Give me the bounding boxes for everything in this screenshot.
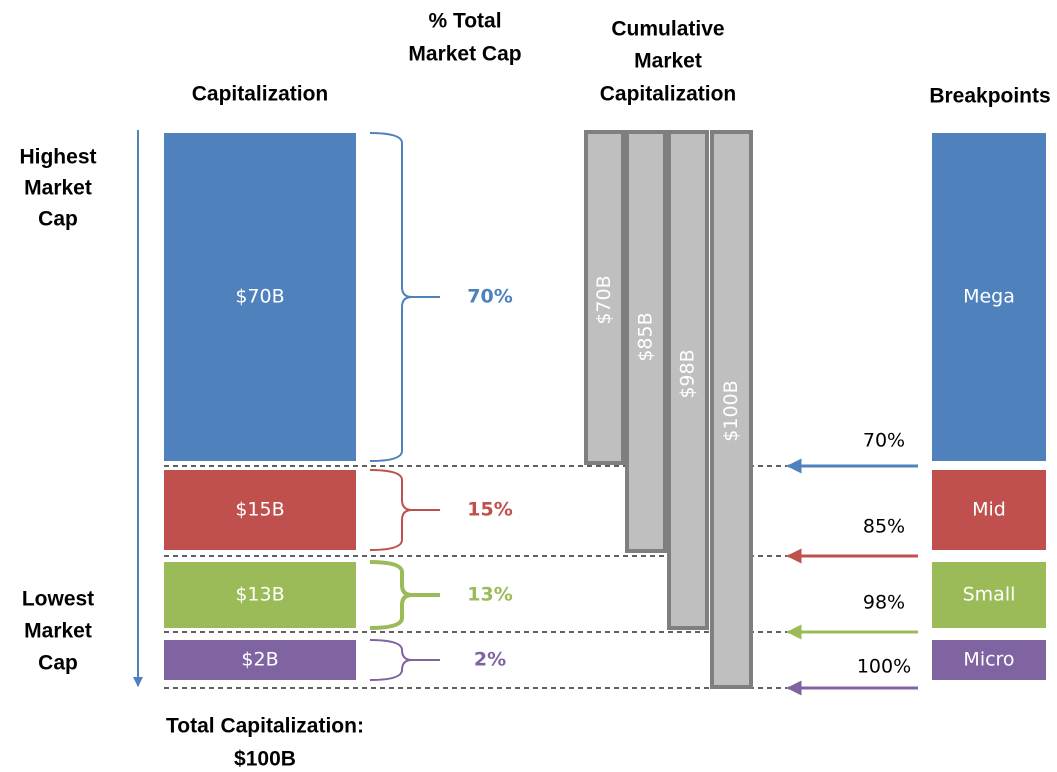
breakpoint-percent: 85% bbox=[863, 516, 905, 538]
header: Cumulative bbox=[611, 18, 724, 41]
side-label: Cap bbox=[38, 208, 78, 231]
cap-label: $13B bbox=[235, 584, 284, 606]
brace bbox=[369, 560, 440, 630]
header: Capitalization bbox=[600, 83, 737, 106]
brace bbox=[369, 469, 440, 551]
breakpoint-label: Mid bbox=[972, 499, 1006, 521]
cap-label: $70B bbox=[235, 286, 284, 308]
side-label: Market bbox=[24, 177, 92, 200]
cumulative-label: $98B bbox=[677, 349, 699, 398]
cumulative-label: $85B bbox=[635, 312, 657, 361]
segments: $70B 70% $70B Mega 70% $15B 15% $85B Mid 85% $13B 1… bbox=[164, 130, 1046, 696]
breakpoint-percent: 98% bbox=[863, 592, 905, 614]
brace bbox=[369, 132, 440, 462]
percent-label: 15% bbox=[467, 499, 512, 521]
breakpoint-percent: 100% bbox=[857, 656, 911, 678]
breakpoint-box bbox=[932, 640, 1046, 680]
side-label: Cap bbox=[38, 652, 78, 675]
header: Capitalization bbox=[192, 83, 329, 106]
breakpoint-percent: 70% bbox=[863, 430, 905, 452]
side-label: Highest bbox=[19, 146, 96, 169]
header: % Total bbox=[428, 10, 501, 33]
breakpoint-box bbox=[932, 470, 1046, 550]
percent-label: 70% bbox=[467, 286, 512, 308]
header: Breakpoints bbox=[929, 85, 1050, 108]
breakpoint-box bbox=[932, 562, 1046, 628]
cumulative-bar bbox=[710, 130, 753, 689]
cap-box bbox=[164, 133, 356, 461]
header: Market Cap bbox=[408, 43, 521, 66]
cap-box bbox=[164, 562, 356, 628]
cumulative-bar bbox=[584, 130, 625, 465]
cap-box bbox=[164, 640, 356, 680]
cumulative-bar bbox=[667, 130, 709, 630]
side-label: Market bbox=[24, 620, 92, 643]
percent-label: 13% bbox=[467, 584, 512, 606]
breakpoint-label: Micro bbox=[963, 649, 1014, 671]
header: Market bbox=[634, 50, 702, 73]
breakpoint-label: Small bbox=[963, 584, 1016, 606]
footer: $100B bbox=[234, 748, 296, 771]
breakpoint-label: Mega bbox=[963, 286, 1015, 308]
cap-box bbox=[164, 470, 356, 550]
cumulative-bar bbox=[625, 130, 667, 553]
footer: Total Capitalization: bbox=[166, 715, 364, 738]
cap-label: $15B bbox=[235, 499, 284, 521]
cumulative-label: $100B bbox=[720, 380, 742, 441]
cumulative-label: $70B bbox=[593, 275, 615, 324]
percent-label: 2% bbox=[474, 649, 506, 671]
side-label: Lowest bbox=[22, 588, 94, 611]
cap-label: $2B bbox=[241, 649, 278, 671]
breakpoint-box bbox=[932, 133, 1046, 461]
brace bbox=[369, 639, 440, 681]
